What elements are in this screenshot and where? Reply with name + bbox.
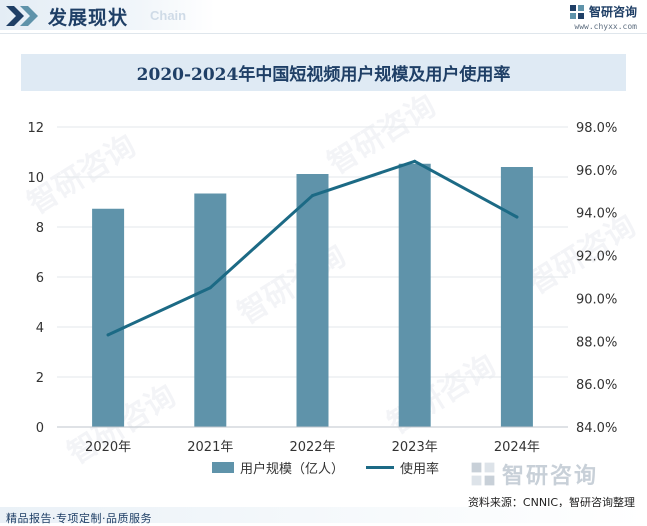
double-chevron-icon <box>6 6 38 26</box>
brand-url: www.chyxx.com <box>574 22 637 31</box>
bar <box>398 163 431 427</box>
legend-item-line: 使用率 <box>366 458 439 477</box>
y-right-tick-label: 86.0% <box>576 378 617 393</box>
header-divider <box>0 33 647 34</box>
footer-brand-name: 智研咨询 <box>502 464 599 489</box>
y-left-tick-label: 4 <box>36 321 44 336</box>
footer-slogan: 精品报告·专项定制·品质服务 <box>6 512 152 525</box>
section-title: 发展现状 <box>48 7 129 29</box>
x-tick-label: 2021年 <box>187 440 233 455</box>
y-right-tick-label: 88.0% <box>576 335 617 350</box>
section-title-en: Chain <box>150 8 187 23</box>
brand-name: 智研咨询 <box>588 5 637 19</box>
bar <box>194 193 227 427</box>
brand-logo-icon <box>569 4 584 19</box>
brand-logo: 智研咨询 www.chyxx.com <box>569 3 637 31</box>
legend-item-bar: 用户规模（亿人） <box>212 458 344 477</box>
chart-legend: 用户规模（亿人） 使用率 <box>212 458 461 477</box>
legend-bar-swatch <box>212 462 234 473</box>
bar <box>296 174 329 427</box>
y-right-tick-label: 84.0% <box>576 421 617 436</box>
legend-line-label: 使用率 <box>400 462 440 477</box>
line-point <box>208 286 212 290</box>
y-right-tick-label: 98.0% <box>576 121 617 136</box>
y-right-tick-label: 94.0% <box>576 207 617 222</box>
x-tick-label: 2024年 <box>494 440 540 455</box>
chart-title-band: 2020-2024年中国短视频用户规模及用户使用率 <box>21 54 626 91</box>
y-left-tick-label: 12 <box>27 121 44 136</box>
line-point <box>106 333 110 337</box>
x-tick-label: 2020年 <box>85 440 131 455</box>
y-right-tick-label: 92.0% <box>576 250 617 265</box>
bar <box>92 208 125 427</box>
y-left-tick-label: 6 <box>36 271 44 286</box>
y-left-tick-label: 0 <box>36 421 44 436</box>
line-point <box>311 194 314 198</box>
footer-logo-icon <box>471 462 495 486</box>
x-tick-label: 2022年 <box>289 440 335 455</box>
y-right-tick-label: 90.0% <box>576 292 617 307</box>
x-tick-label: 2023年 <box>392 440 438 455</box>
legend-bar-label: 用户规模（亿人） <box>240 462 345 477</box>
line-point <box>413 159 417 163</box>
y-right-tick-label: 96.0% <box>576 164 617 179</box>
y-left-tick-label: 2 <box>36 371 44 386</box>
y-left-tick-label: 10 <box>27 171 44 186</box>
data-source: 资料来源：CNNIC，智研咨询整理 <box>467 496 635 509</box>
bar <box>500 167 533 427</box>
line-point <box>515 215 519 219</box>
footer-band <box>0 507 647 523</box>
header-bar: 发展现状 Chain 智研咨询 www.chyxx.com <box>0 0 647 34</box>
chart-title: 2020-2024年中国短视频用户规模及用户使用率 <box>136 65 511 85</box>
legend-line-swatch <box>366 466 395 469</box>
footer-brand-logo: 智研咨询 <box>470 458 598 490</box>
y-left-tick-label: 8 <box>36 221 44 236</box>
